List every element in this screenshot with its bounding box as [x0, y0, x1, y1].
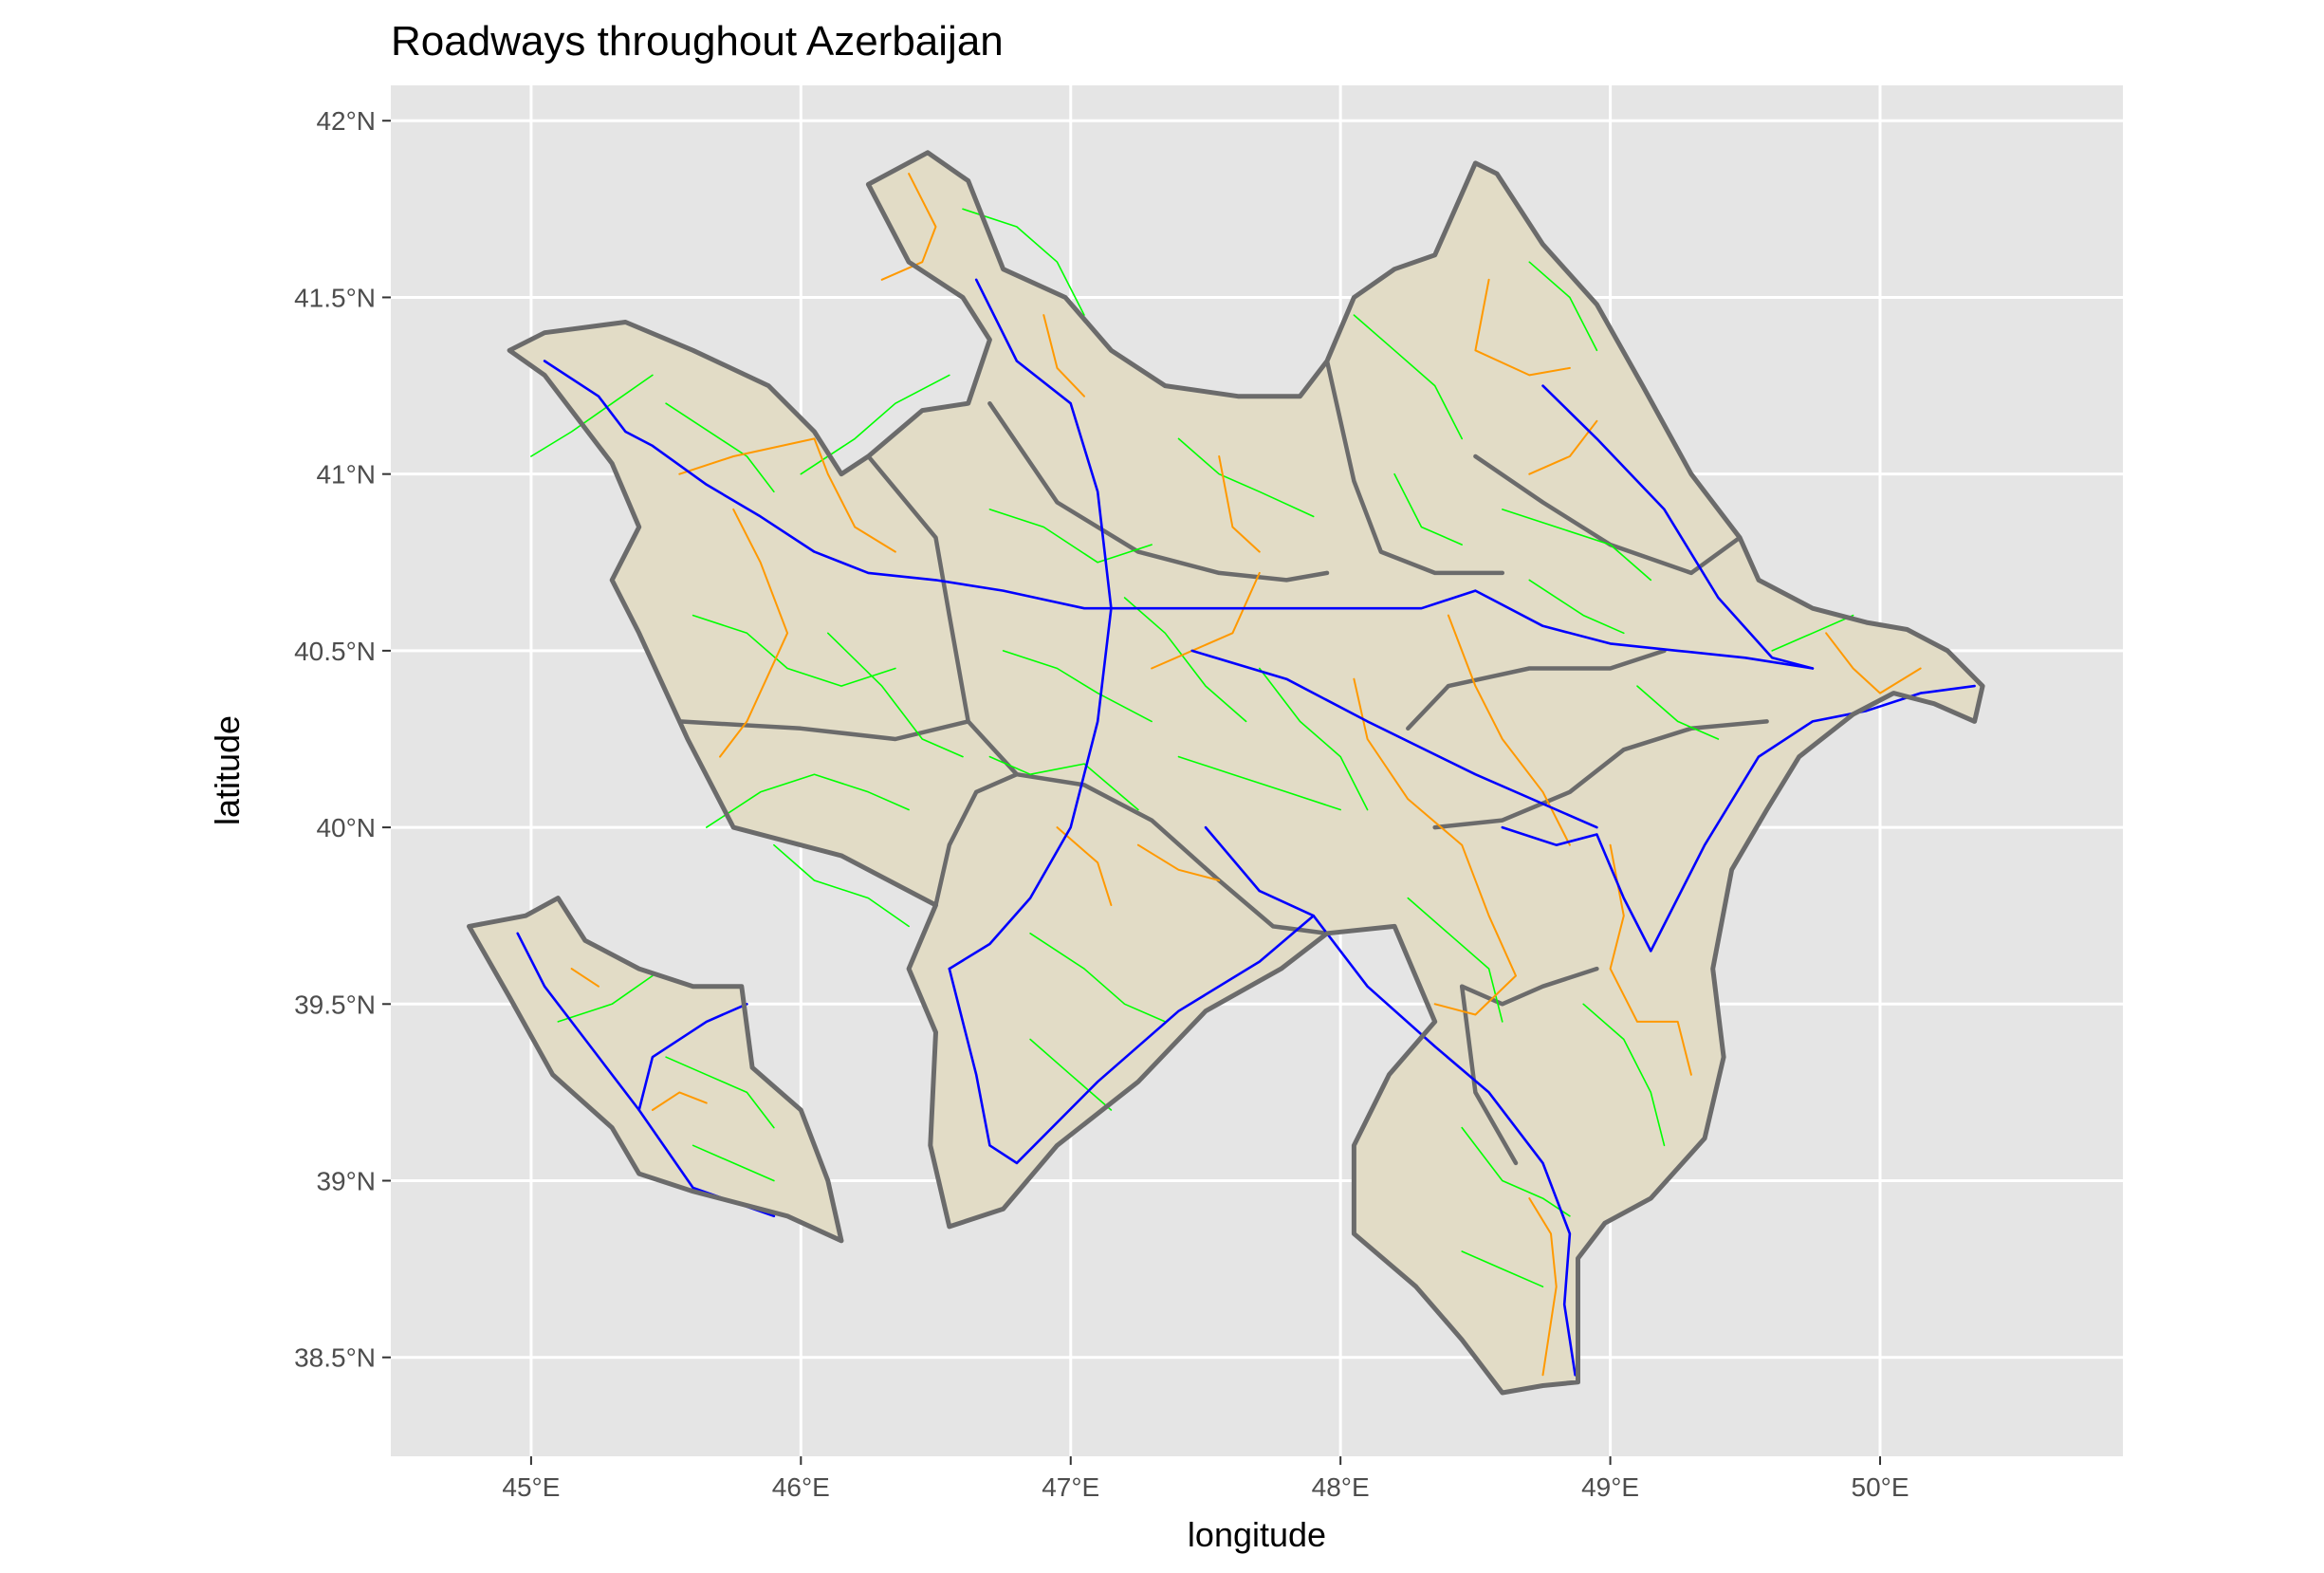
province-border — [1324, 359, 1505, 576]
primary-road — [1528, 419, 1598, 475]
province-border — [933, 771, 1020, 908]
primary-road — [1528, 1197, 1558, 1377]
primary-road — [1353, 677, 1517, 1016]
x-axis: 45°E 46°E 47°E 48°E 49°E 50°E — [502, 1456, 1909, 1502]
primary-road — [1042, 314, 1085, 398]
secondary-road — [706, 773, 910, 828]
secondary-road — [665, 402, 775, 493]
province-border — [1432, 719, 1769, 830]
province-border — [1406, 648, 1667, 731]
province-border — [866, 453, 1020, 777]
y-tick-label: 38.5°N — [294, 1343, 376, 1373]
y-tick-label: 39°N — [316, 1167, 376, 1196]
secondary-road — [1393, 472, 1463, 546]
y-tick-label: 41.5°N — [294, 283, 376, 312]
secondary-road — [1029, 933, 1167, 1023]
x-tick-label: 46°E — [772, 1472, 830, 1502]
x-tick-label: 45°E — [502, 1472, 560, 1502]
road-network — [516, 173, 1976, 1377]
primary-road — [1136, 843, 1221, 881]
primary-road — [1825, 632, 1922, 694]
x-tick-label: 50°E — [1852, 1472, 1909, 1502]
secondary-road — [773, 843, 910, 928]
primary-road — [880, 173, 937, 281]
major-road — [948, 914, 1315, 1165]
secondary-road — [1461, 1250, 1544, 1287]
major-road — [1204, 825, 1577, 1377]
x-tick-label: 47°E — [1042, 1472, 1099, 1502]
secondary-road — [1461, 1126, 1571, 1217]
y-tick-label: 40.5°N — [294, 637, 376, 666]
secondary-road — [1002, 650, 1153, 723]
mainland-land — [509, 152, 1983, 1393]
primary-road — [1151, 571, 1261, 670]
province-border — [1216, 878, 1330, 936]
mainland-outline — [507, 150, 1985, 1396]
y-tick-label: 42°N — [316, 106, 376, 136]
secondary-road — [665, 1056, 775, 1129]
secondary-road — [692, 614, 896, 687]
land-layer — [469, 152, 1983, 1393]
province-border — [987, 400, 1330, 583]
primary-road — [570, 968, 599, 988]
secondary-road — [1636, 685, 1720, 740]
secondary-road — [1771, 614, 1854, 652]
x-tick-label: 49°E — [1581, 1472, 1639, 1502]
exclave-outline — [467, 896, 844, 1244]
secondary-road — [1528, 579, 1625, 635]
major-road — [948, 278, 1113, 971]
secondary-road — [692, 1144, 775, 1182]
primary-road — [719, 508, 789, 758]
secondary-road — [1177, 437, 1315, 518]
major-road — [1190, 649, 1598, 829]
secondary-road — [1528, 261, 1598, 352]
secondary-road — [962, 208, 1085, 316]
major-road — [543, 360, 1815, 670]
major-road — [1501, 684, 1976, 953]
primary-road — [1218, 455, 1261, 553]
secondary-road — [1029, 1038, 1113, 1111]
secondary-road — [827, 632, 964, 758]
province-border — [677, 719, 970, 742]
primary-road — [1447, 614, 1571, 846]
secondary-road — [1582, 1003, 1666, 1147]
secondary-road — [1259, 667, 1369, 811]
secondary-road — [557, 974, 654, 1023]
primary-road — [1474, 278, 1571, 377]
x-axis-title: longitude — [1188, 1515, 1326, 1554]
secondary-road — [1123, 597, 1247, 723]
primary-road — [651, 1091, 708, 1111]
province-border — [1459, 966, 1599, 1007]
major-road — [637, 1003, 748, 1112]
secondary-road — [988, 509, 1153, 564]
y-tick-label: 40°N — [316, 813, 376, 842]
nakhchivan-exclave-land — [469, 898, 841, 1241]
x-tick-label: 48°E — [1312, 1472, 1370, 1502]
primary-road — [1609, 843, 1692, 1076]
major-road — [1541, 384, 1815, 670]
primary-road — [678, 437, 896, 553]
secondary-road — [530, 374, 654, 457]
y-tick-label: 39.5°N — [294, 990, 376, 1019]
y-tick-label: 41°N — [316, 460, 376, 490]
secondary-road — [1177, 755, 1341, 811]
country-outline — [467, 150, 1985, 1396]
secondary-road — [1353, 314, 1463, 440]
primary-road — [1056, 826, 1113, 906]
y-axis: 38.5°N 39°N 39.5°N 40°N 40.5°N 41°N 41.5°N 42°N — [294, 106, 391, 1373]
province-border — [1014, 771, 1222, 883]
secondary-road — [1502, 509, 1652, 582]
map-title: Roadways throughout Azerbaijan — [391, 18, 1004, 65]
province-border — [1459, 984, 1519, 1166]
secondary-road — [988, 755, 1139, 811]
y-axis-title: latitude — [208, 715, 247, 825]
